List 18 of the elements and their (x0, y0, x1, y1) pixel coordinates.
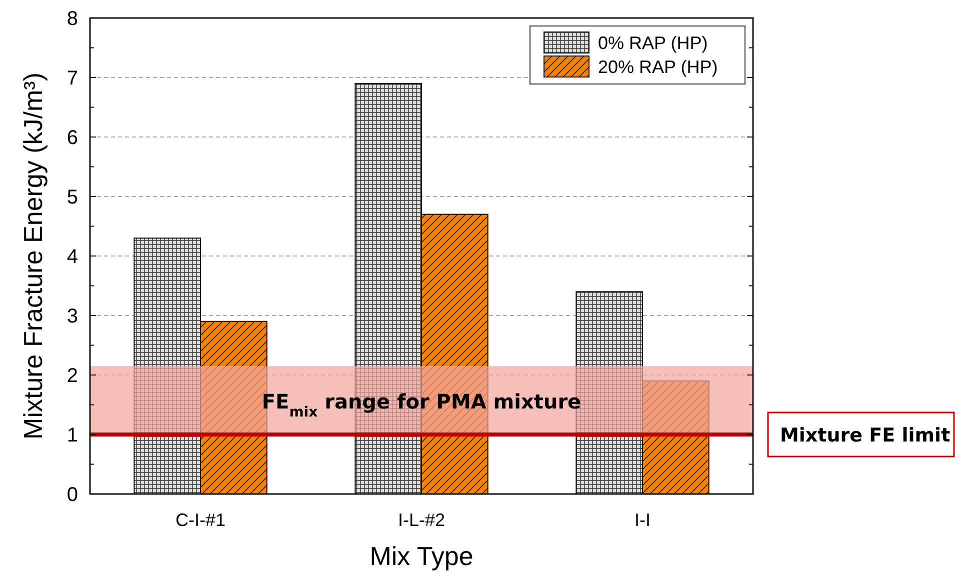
x-tick-label: I-L-#2 (398, 510, 446, 530)
y-tick-label: 1 (66, 424, 78, 446)
legend-label: 0% RAP (HP) (598, 33, 708, 53)
legend-label: 20% RAP (HP) (598, 57, 718, 77)
ref-line-label: Mixture FE limit (780, 424, 950, 446)
y-tick-label: 0 (66, 484, 78, 506)
y-tick-label: 8 (66, 8, 78, 30)
y-axis-title: Mixture Fracture Energy (kJ/m³) (18, 72, 48, 440)
x-tick-label: C-I-#1 (175, 510, 226, 530)
y-tick-label: 4 (66, 246, 78, 268)
y-tick-label: 7 (66, 68, 78, 90)
y-tick-label: 6 (66, 127, 78, 149)
y-tick-label: 5 (66, 186, 78, 208)
band-label: FE$_{mix}$ range for PMA mixture (262, 389, 582, 420)
y-tick-label: 3 (66, 306, 78, 328)
x-tick-label: I-I (634, 510, 650, 530)
x-axis-title: Mix Type (370, 541, 474, 571)
y-tick-label: 2 (66, 365, 78, 387)
